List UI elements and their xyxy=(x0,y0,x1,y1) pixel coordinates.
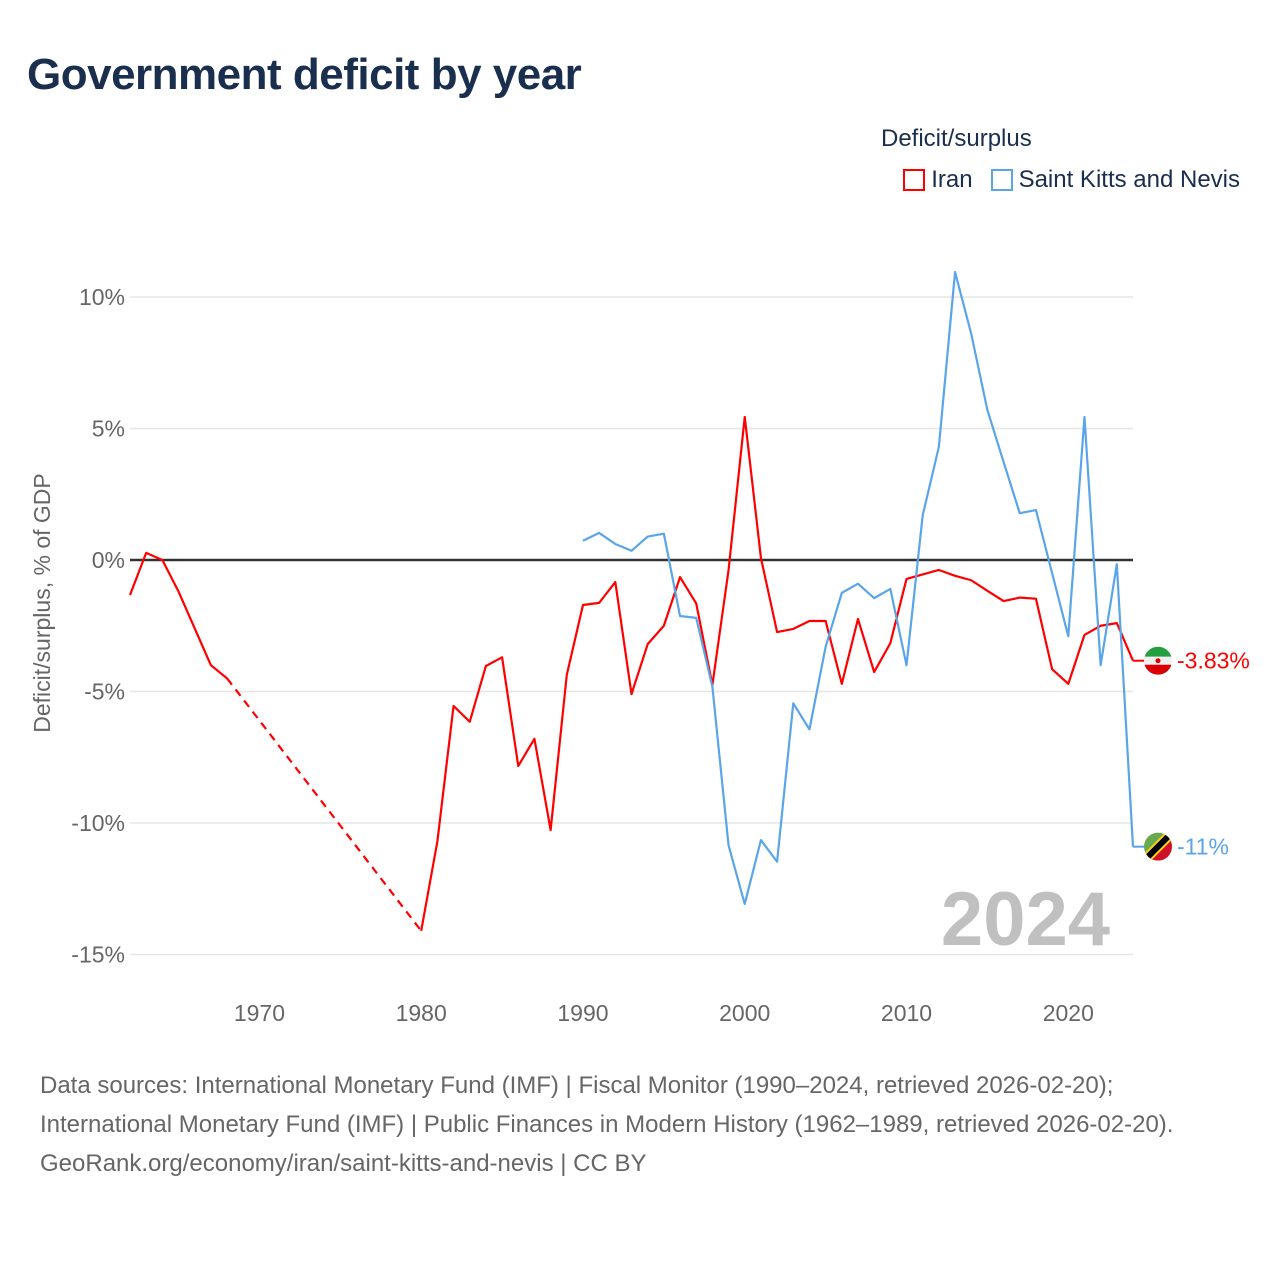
legend-item-saint-kitts-and-nevis[interactable]: Saint Kitts and Nevis xyxy=(990,166,1240,194)
footer: Data sources: International Monetary Fun… xyxy=(40,1066,1240,1183)
series-line-iran xyxy=(128,551,228,680)
y-tick-label: 10% xyxy=(79,284,125,310)
gap-line-iran xyxy=(226,677,423,932)
y-tick-label: 5% xyxy=(92,416,125,442)
x-tick-label: 2010 xyxy=(881,1000,932,1026)
x-tick-label: 2020 xyxy=(1043,1000,1094,1026)
line-chart: 10% 5% 0% -5% -10% -15% 1970 1980 1990 2000 2010 2… xyxy=(29,270,1250,1026)
year-watermark: 2024 xyxy=(941,877,1110,962)
flag-stripe xyxy=(1144,664,1172,675)
legend-item-iran[interactable]: Iran xyxy=(903,166,973,194)
y-tick-label: -15% xyxy=(71,942,125,968)
flag-icon-iran xyxy=(1144,646,1172,675)
data-sources: Data sources: International Monetary Fun… xyxy=(40,1072,1174,1138)
legend-swatch-iran xyxy=(903,169,926,191)
y-tick-label: 0% xyxy=(92,547,125,573)
x-tick-label: 2000 xyxy=(719,1000,770,1026)
legend-label-iran: Iran xyxy=(931,166,973,193)
legend-title: Deficit/surplus xyxy=(881,125,1032,152)
legend: Iran Saint Kitts and Nevis xyxy=(903,166,1240,194)
flag-stripe xyxy=(1144,646,1172,657)
x-tick-label: 1990 xyxy=(557,1000,608,1026)
end-value-label-iran: -3.83% xyxy=(1177,648,1250,674)
legend-label-saint-kitts-and-nevis: Saint Kitts and Nevis xyxy=(1018,166,1240,193)
y-axis-label: Deficit/surplus, % of GDP xyxy=(29,473,55,732)
flag-emblem xyxy=(1155,658,1161,664)
x-tick-label: 1970 xyxy=(234,1000,285,1026)
y-tick-label: -5% xyxy=(84,679,125,705)
series-line-skn xyxy=(582,270,1135,906)
legend-swatch-saint-kitts-and-nevis xyxy=(990,169,1013,191)
flag-band xyxy=(1144,832,1172,861)
end-value-label-skn: -11% xyxy=(1177,834,1229,860)
series-line-iran xyxy=(420,415,1135,932)
chart-title: Government deficit by year xyxy=(27,50,582,99)
credit-link[interactable]: GeoRank.org/economy/iran/saint-kitts-and… xyxy=(40,1150,647,1177)
x-tick-label: 1980 xyxy=(396,1000,447,1026)
y-tick-label: -10% xyxy=(71,810,125,836)
flag-icon-skn xyxy=(1144,832,1172,861)
